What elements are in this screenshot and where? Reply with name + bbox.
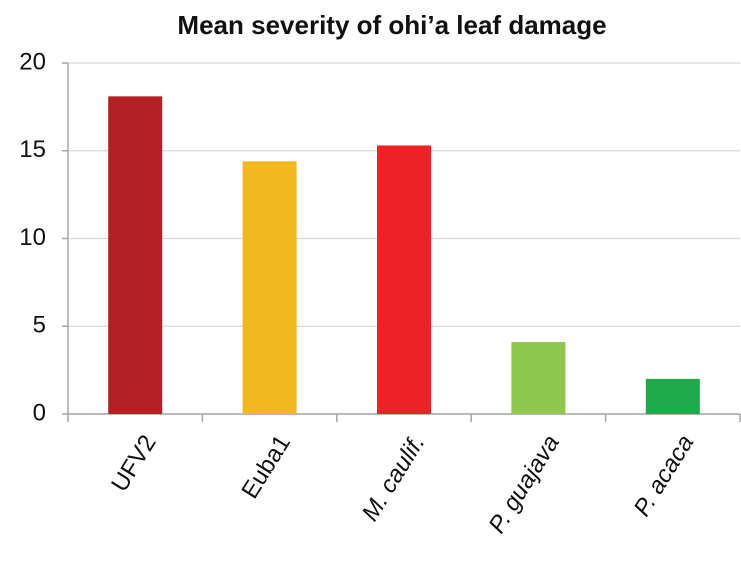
bar <box>377 145 431 415</box>
bar <box>511 342 566 414</box>
x-tick-label: M. caulif. <box>357 430 431 526</box>
y-tick-label: 20 <box>19 48 46 75</box>
chart-title: Mean severity of ohi’a leaf damage <box>177 10 606 40</box>
bar <box>108 96 163 414</box>
bar <box>645 378 700 414</box>
y-tick-label: 15 <box>19 136 46 163</box>
bar <box>242 161 297 414</box>
y-tick-label: 10 <box>19 224 46 251</box>
x-tick-label: P. guajava <box>484 430 565 538</box>
x-tick-label: Euba1 <box>236 430 296 503</box>
x-tick-label: UFV2 <box>106 430 161 496</box>
y-tick-label: 5 <box>33 312 46 339</box>
x-tick-label: P. acaca <box>629 430 700 521</box>
y-tick-label: 0 <box>33 399 46 426</box>
